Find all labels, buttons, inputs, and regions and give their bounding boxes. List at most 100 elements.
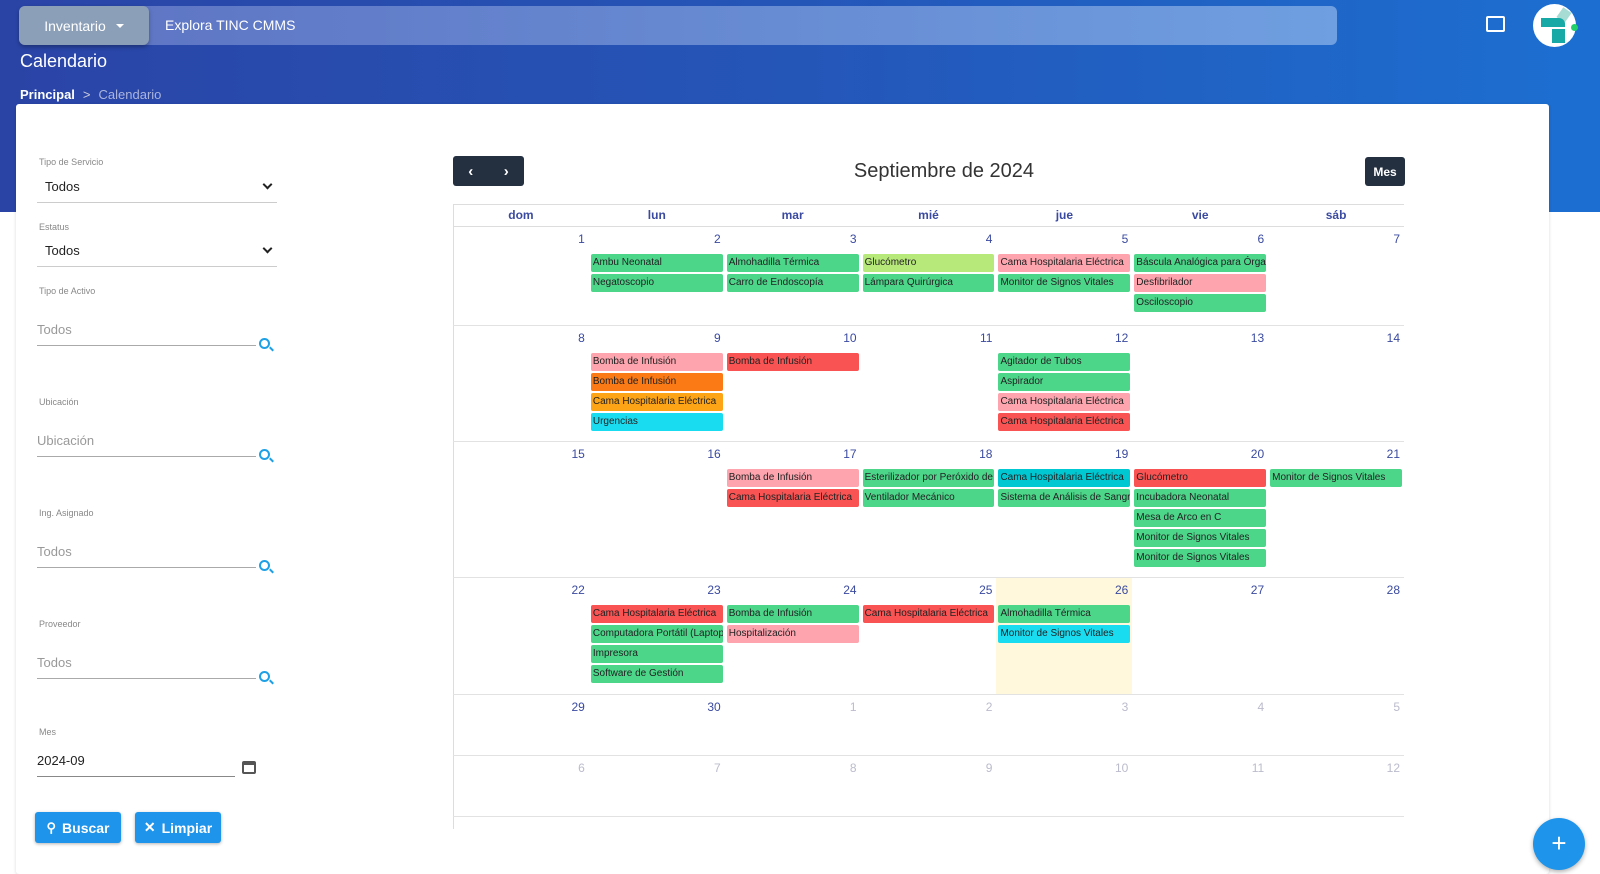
day-cell[interactable]: 6 Báscula Analógica para Órganos Desfibril…	[1132, 227, 1268, 325]
calendar-event[interactable]: Sistema de Análisis de Sangre	[998, 489, 1131, 507]
day-number[interactable]: 26	[1114, 583, 1129, 597]
day-number[interactable]: 27	[1250, 583, 1265, 597]
day-cell[interactable]: 10 Bomba de Infusión	[725, 326, 861, 441]
day-cell[interactable]: 24 Bomba de Infusión Hospitalización	[725, 578, 861, 694]
day-cell[interactable]: 4 Glucómetro Lámpara Quirúrgica	[861, 227, 997, 325]
day-number[interactable]: 5	[1393, 700, 1401, 714]
day-cell[interactable]: 9	[861, 756, 997, 816]
calendar-event[interactable]: Cama Hospitalaria Eléctrica	[590, 605, 723, 623]
search-icon[interactable]	[259, 671, 270, 682]
day-cell[interactable]: 2 Ambu Neonatal Negatoscopio	[589, 227, 725, 325]
day-number[interactable]: 6	[578, 761, 585, 775]
calendar-event[interactable]: Bomba de Infusión	[590, 373, 723, 391]
day-cell[interactable]: 3 Almohadilla Térmica Carro de Endoscopía	[725, 227, 861, 325]
calendar-event[interactable]: Bomba de Infusión	[726, 469, 859, 487]
day-number[interactable]: 7	[714, 761, 721, 775]
day-cell[interactable]: 11	[861, 326, 997, 441]
calendar-event[interactable]: Carro de Endoscopía	[726, 274, 859, 292]
day-number[interactable]: 23	[707, 583, 721, 597]
day-cell[interactable]: 13	[1132, 326, 1268, 441]
day-number[interactable]: 9	[985, 761, 993, 775]
day-cell[interactable]: 2	[861, 695, 997, 755]
day-cell[interactable]: 28	[1268, 578, 1404, 694]
day-number[interactable]: 21	[1386, 447, 1401, 461]
calendar-event[interactable]: Software de Gestión	[590, 665, 723, 683]
calendar-event[interactable]: Monitor de Signos Vitales	[1270, 469, 1403, 487]
day-number[interactable]: 14	[1386, 331, 1401, 345]
ing-asignado-input[interactable]: Todos	[37, 544, 256, 568]
day-number[interactable]: 8	[578, 331, 585, 345]
day-cell[interactable]: 12	[1268, 756, 1404, 816]
day-number[interactable]: 22	[571, 583, 585, 597]
buscar-button[interactable]: ⚲ Buscar	[35, 812, 121, 843]
day-cell[interactable]: 3	[996, 695, 1132, 755]
proveedor-input[interactable]: Todos	[37, 655, 256, 679]
day-cell[interactable]: 29	[453, 695, 589, 755]
day-cell[interactable]: 23 Cama Hospitalaria Eléctrica Computadora…	[589, 578, 725, 694]
tipo-servicio-select[interactable]: Todos	[37, 179, 277, 203]
calendar-event[interactable]: Monitor de Signos Vitales	[998, 625, 1131, 643]
calendar-event[interactable]: Monitor de Signos Vitales	[998, 274, 1131, 292]
calendar-event[interactable]: Monitor de Signos Vitales	[1134, 549, 1267, 567]
search-icon[interactable]	[259, 338, 270, 349]
day-number[interactable]: 25	[979, 583, 993, 597]
day-number[interactable]: 2	[985, 700, 993, 714]
day-cell[interactable]: 5 Cama Hospitalaria Eléctrica Monitor de S…	[996, 227, 1132, 325]
day-cell[interactable]: 1	[725, 695, 861, 755]
day-cell[interactable]: 7	[1268, 227, 1404, 325]
day-number[interactable]: 3	[849, 232, 857, 246]
calendar-event[interactable]: Esterilizador por Peróxido de	[862, 469, 995, 487]
day-cell[interactable]: 1	[453, 227, 589, 325]
day-number[interactable]: 24	[843, 583, 857, 597]
day-number[interactable]: 18	[979, 447, 993, 461]
calendar-event[interactable]: Cama Hospitalaria Eléctrica	[998, 393, 1131, 411]
ubicacion-input[interactable]: Ubicación	[37, 433, 256, 457]
day-cell[interactable]: 18 Esterilizador por Peróxido de Ventilado…	[861, 442, 997, 577]
breadcrumb-root[interactable]: Principal	[20, 87, 75, 102]
calendar-event[interactable]: Bomba de Infusión	[726, 353, 859, 371]
calendar-event[interactable]: Aspirador	[998, 373, 1131, 391]
day-cell[interactable]: 6	[453, 756, 589, 816]
calendar-event[interactable]: Ambu Neonatal	[590, 254, 723, 272]
day-number[interactable]: 11	[979, 331, 993, 345]
day-number[interactable]: 13	[1250, 331, 1265, 345]
day-number[interactable]: 16	[707, 447, 721, 461]
calendar-event[interactable]: Ventilador Mecánico	[862, 489, 995, 507]
month-view-button[interactable]: Mes	[1365, 157, 1405, 186]
day-cell[interactable]: 17 Bomba de Infusión Cama Hospitalaria Elé…	[725, 442, 861, 577]
day-cell[interactable]: 15	[453, 442, 589, 577]
calendar-event[interactable]: Cama Hospitalaria Eléctrica	[998, 254, 1131, 272]
calendar-event[interactable]: Glucómetro	[862, 254, 995, 272]
calendar-event[interactable]: Cama Hospitalaria Eléctrica	[998, 469, 1131, 487]
day-cell[interactable]: 4	[1132, 695, 1268, 755]
day-cell[interactable]: 19 Cama Hospitalaria Eléctrica Sistema de …	[996, 442, 1132, 577]
day-cell[interactable]: 21 Monitor de Signos Vitales	[1268, 442, 1404, 577]
search-icon[interactable]	[259, 449, 270, 460]
day-number[interactable]: 29	[571, 700, 585, 714]
calendar-event[interactable]: Lámpara Quirúrgica	[862, 274, 995, 292]
day-number[interactable]: 4	[1257, 700, 1265, 714]
day-cell[interactable]: 20 Glucómetro Incubadora Neonatal Mesa de A…	[1132, 442, 1268, 577]
tipo-activo-input[interactable]: Todos	[37, 322, 256, 346]
day-number[interactable]: 1	[849, 700, 857, 714]
next-month-button[interactable]: ›	[503, 162, 509, 180]
calendar-icon[interactable]	[242, 761, 256, 774]
day-number[interactable]: 15	[571, 447, 585, 461]
day-cell[interactable]: 5	[1268, 695, 1404, 755]
fullscreen-icon[interactable]	[1486, 16, 1505, 32]
day-cell[interactable]: 27	[1132, 578, 1268, 694]
day-number[interactable]: 11	[1251, 761, 1265, 775]
calendar-event[interactable]: Cama Hospitalaria Eléctrica	[862, 605, 995, 623]
day-cell[interactable]: 8	[453, 326, 589, 441]
calendar-event[interactable]: Cama Hospitalaria Eléctrica	[726, 489, 859, 507]
calendar-event[interactable]: Incubadora Neonatal	[1134, 489, 1267, 507]
day-cell[interactable]: 10	[996, 756, 1132, 816]
day-number[interactable]: 9	[714, 331, 721, 345]
calendar-event[interactable]: Monitor de Signos Vitales	[1134, 529, 1267, 547]
day-cell[interactable]: 8	[725, 756, 861, 816]
day-cell[interactable]: 9 Bomba de Infusión Bomba de Infusión Cama …	[589, 326, 725, 441]
day-number[interactable]: 1	[578, 232, 585, 246]
day-number[interactable]: 4	[985, 232, 993, 246]
day-cell[interactable]: 30	[589, 695, 725, 755]
day-number[interactable]: 6	[1257, 232, 1265, 246]
